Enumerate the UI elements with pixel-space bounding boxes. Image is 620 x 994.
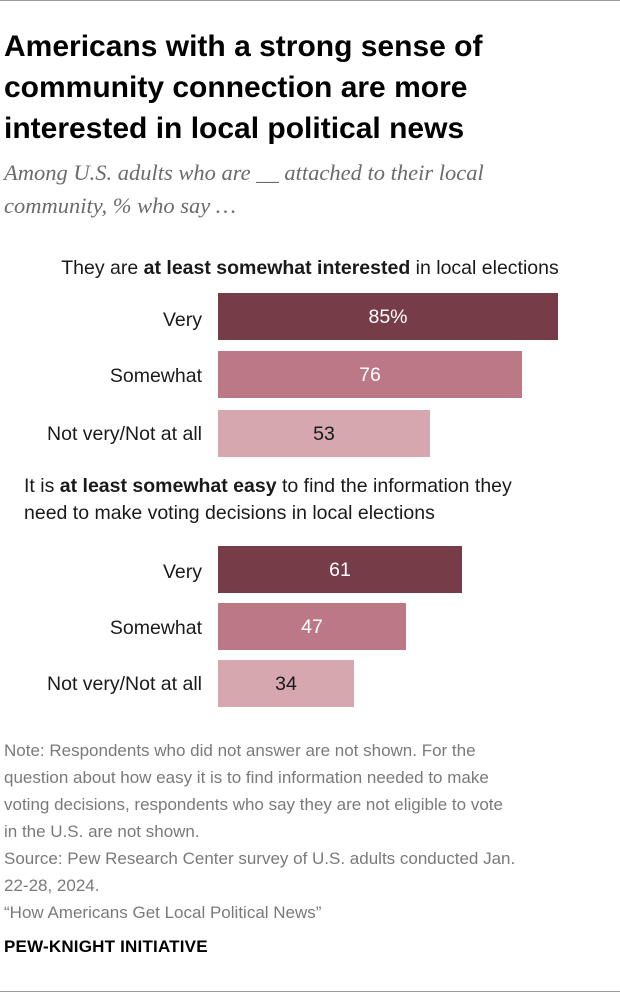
panel-2-category-label: Somewhat [109, 617, 202, 639]
panel-1-category-label: Not very/Not at all [47, 423, 202, 445]
source-line: 22-28, 2024. [4, 876, 100, 895]
panel-2-category-label: Not very/Not at all [47, 673, 202, 695]
panel-1-category-label: Very [162, 309, 202, 331]
panel-2-title-bold: at least somewhat easy [59, 475, 277, 497]
bottom-rule [0, 991, 620, 992]
note-line: Note: Respondents who did not answer are… [4, 741, 476, 760]
panel-2-bar-very [218, 546, 462, 593]
panel-2-title-post: to find the information they [276, 475, 512, 497]
panel-1-category-label: Somewhat [109, 365, 202, 387]
panel-1-bar-somewhat [218, 351, 522, 398]
panel-2-value-label: 34 [275, 673, 297, 695]
panel-1-title: They are at least somewhat interested in… [0, 255, 620, 282]
panel-2-value-label: 47 [301, 616, 323, 638]
panel-1-value-label: 85% [368, 306, 408, 328]
panel-1-title-pre: They are [61, 257, 144, 279]
subtitle-line: Among U.S. adults who are __ attached to… [4, 160, 484, 185]
subtitle-line: community, % who say … [4, 193, 236, 218]
panel-1-title-post: in local elections [410, 257, 559, 279]
panel-1-bar-very [218, 293, 558, 340]
note-line: in the U.S. are not shown. [4, 822, 200, 841]
panel-2-category-label: Very [162, 561, 202, 583]
top-rule [0, 0, 620, 1]
panel-2-value-label: 61 [329, 559, 351, 581]
chart-subtitle: Among U.S. adults who are __ attached to… [4, 156, 604, 222]
title-line: community connection are more [4, 71, 468, 104]
title-line: Americans with a strong sense of [4, 30, 483, 63]
panel-1-title-bold: at least somewhat interested [143, 257, 411, 279]
brand-label: PEW-KNIGHT INITIATIVE [4, 937, 208, 956]
panel-2-title: It is at least somewhat easy to find the… [24, 473, 614, 527]
panel-1-bar-not-very [218, 410, 430, 457]
panel-2-title-line2: need to make voting decisions in local e… [24, 502, 435, 524]
chart-title: Americans with a strong sense of communi… [4, 26, 604, 149]
note-line: question about how easy it is to find in… [4, 768, 489, 787]
source-line: Source: Pew Research Center survey of U.… [4, 849, 516, 868]
panel-1-value-label: 53 [313, 423, 335, 445]
panel-1-value-label: 76 [359, 364, 381, 386]
note-line: voting decisions, respondents who say th… [4, 795, 503, 814]
panel-2-bar-not-very [218, 660, 354, 707]
report-title-line: “How Americans Get Local Political News” [4, 903, 322, 922]
panel-2-title-pre: It is [24, 475, 60, 497]
title-line: interested in local political news [4, 112, 465, 145]
panel-2-bar-somewhat [218, 603, 406, 650]
chart-note: Note: Respondents who did not answer are… [4, 737, 614, 926]
